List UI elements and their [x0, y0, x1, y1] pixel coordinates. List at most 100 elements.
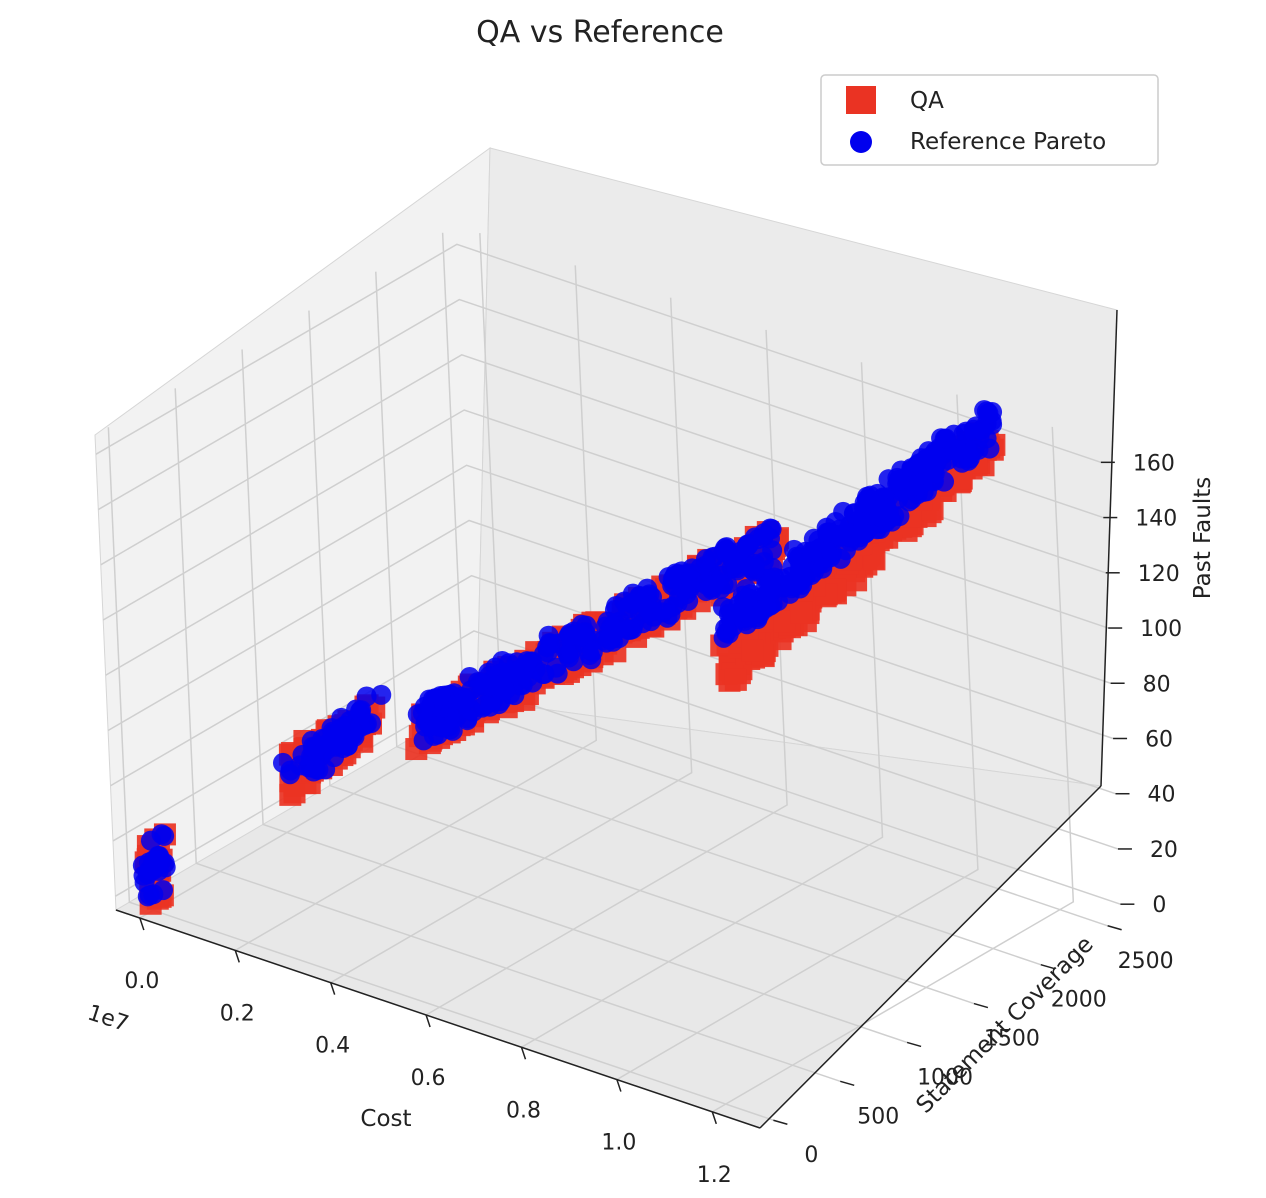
y-tick-label: 500 — [857, 1104, 899, 1129]
x-tick-label: 0.2 — [220, 1001, 255, 1026]
legend-reference-marker — [850, 131, 872, 153]
x-axis-line — [115, 909, 761, 1129]
grid-line-x — [330, 297, 693, 984]
reference-point — [722, 616, 743, 637]
reference-point — [412, 702, 433, 723]
legend-reference-label: Reference Pareto — [910, 129, 1106, 155]
y-tick-label: 1000 — [917, 1065, 973, 1090]
reference-point — [521, 651, 542, 672]
x-tick — [329, 982, 336, 995]
reference-point — [479, 696, 500, 717]
qa-point — [790, 601, 813, 624]
reference-point — [712, 597, 733, 618]
grid-line-y — [107, 427, 774, 1121]
reference-point — [137, 886, 158, 907]
qa-point — [773, 610, 796, 633]
reference-point — [850, 523, 871, 544]
reference-point — [736, 535, 757, 556]
y-tick — [906, 1041, 922, 1048]
z-tick-label: 100 — [1140, 617, 1182, 642]
reference-point — [430, 685, 451, 706]
x-axis-label: Cost — [360, 1106, 411, 1132]
reference-point — [546, 657, 567, 678]
reference-point — [830, 525, 851, 546]
reference-point — [943, 424, 964, 445]
reference-point — [889, 470, 910, 491]
grid-line-z — [107, 519, 1114, 740]
reference-point — [812, 558, 833, 579]
x-tick — [711, 1111, 718, 1125]
y-axis-label: Statement Coverage — [912, 932, 1099, 1119]
y-tick — [1107, 925, 1122, 931]
reference-point — [539, 632, 560, 653]
x-tick — [616, 1079, 622, 1092]
y-tick — [973, 1002, 989, 1009]
legend-box — [820, 74, 1159, 166]
x-tick-label: 0.0 — [124, 969, 159, 994]
legend-qa-label: QA — [910, 88, 944, 114]
legend-qa-marker — [846, 86, 876, 114]
grid-line-x — [711, 426, 1075, 1113]
reference-point — [272, 752, 293, 773]
reference-point — [695, 549, 716, 570]
x-tick-label: 0.6 — [411, 1066, 446, 1091]
grid-line-z — [102, 409, 1109, 629]
y-tick-label: 2000 — [1051, 988, 1107, 1013]
z-tick-label: 60 — [1145, 727, 1173, 752]
y-tick-label: 2500 — [1118, 949, 1174, 974]
reference-point — [676, 584, 697, 605]
reference-point — [151, 824, 172, 845]
x-tick-label: 1.2 — [697, 1163, 732, 1188]
axis-ticks: 0.00.20.40.60.81.01.20500100015002000250… — [124, 451, 1182, 1188]
reference-point — [761, 519, 782, 540]
z-axis-label: Past Faults — [1190, 477, 1216, 599]
reference-point — [652, 602, 673, 623]
reference-point — [361, 713, 382, 734]
z-tick-label: 120 — [1138, 562, 1180, 587]
grid-line-y — [241, 349, 908, 1044]
reference-point — [557, 644, 578, 665]
reference-point — [956, 439, 977, 460]
reference-point — [325, 731, 346, 752]
y-tick — [1040, 963, 1055, 970]
grid-line-x — [425, 329, 788, 1016]
x-tick — [425, 1014, 431, 1028]
reference-point — [736, 578, 757, 599]
reference-point — [974, 400, 995, 421]
reference-point — [833, 501, 854, 522]
z-tick-label: 80 — [1143, 672, 1171, 697]
legend: QA Reference Pareto — [820, 74, 1159, 166]
grid-line-x — [616, 394, 979, 1081]
x-tick-label: 1.0 — [601, 1131, 636, 1156]
reference-point — [148, 860, 169, 881]
x-tick-label: 0.8 — [506, 1098, 541, 1123]
z-tick-label: 0 — [1152, 893, 1166, 918]
reference-point — [713, 574, 734, 595]
reference-point — [451, 694, 472, 715]
reference-point — [695, 580, 716, 601]
reference-point — [617, 598, 638, 619]
z-axis-line — [1100, 309, 1118, 787]
z-tick-label: 140 — [1135, 507, 1177, 532]
reference-point — [506, 652, 527, 673]
reference-point — [744, 553, 765, 574]
reference-point — [427, 716, 448, 737]
y-axis-line — [759, 785, 1102, 1129]
reference-point — [716, 541, 737, 562]
x-offset-text: 1e7 — [84, 1001, 131, 1038]
y-tick — [840, 1080, 855, 1087]
z-tick-label: 40 — [1148, 783, 1176, 808]
y-tick-label: 0 — [804, 1143, 818, 1168]
reference-point — [311, 745, 332, 766]
reference-point — [371, 684, 392, 705]
y-tick — [773, 1119, 788, 1125]
grid-line-z — [105, 464, 1111, 684]
grid-line-z — [97, 298, 1104, 519]
x-tick-label: 0.4 — [315, 1034, 350, 1059]
z-tick-label: 20 — [1150, 838, 1178, 863]
qa-point — [724, 668, 747, 691]
grid-line-z — [110, 574, 1116, 795]
y-tick-label: 1500 — [984, 1027, 1040, 1052]
x-tick — [520, 1047, 527, 1060]
